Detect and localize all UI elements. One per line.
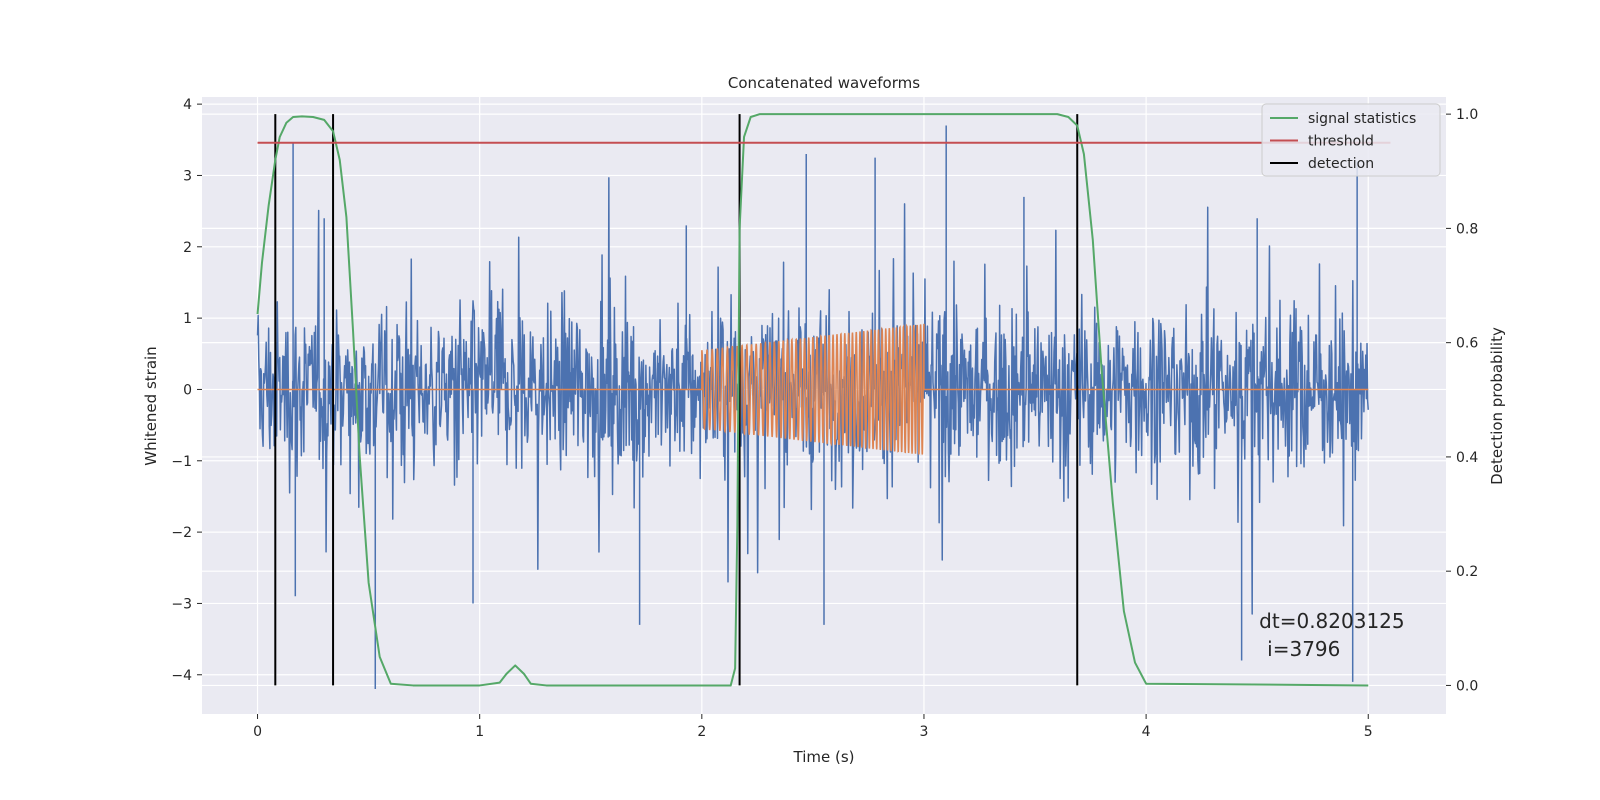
- x-tick-label: 2: [697, 724, 706, 740]
- legend-box: [1261, 103, 1441, 177]
- y-tick-label: 0: [183, 382, 192, 398]
- y-tick-label: −3: [171, 596, 192, 612]
- x-tick-label: 0: [253, 724, 262, 740]
- y2-tick-label: 0.2: [1456, 564, 1478, 580]
- y-tick-label: −2: [171, 525, 192, 541]
- y-axis-label: Whitened strain: [142, 346, 160, 465]
- y2-tick-label: 0.6: [1456, 336, 1478, 352]
- y-tick-label: −4: [171, 668, 192, 684]
- y2-tick-label: 0.0: [1456, 678, 1478, 694]
- y2-tick-label: 0.8: [1456, 221, 1478, 237]
- annotation: dt=0.8203125 i=3796: [1259, 609, 1404, 661]
- plot-content: [256, 113, 1391, 690]
- series-signal-statistics-line: [256, 113, 1369, 687]
- axes: 0 1 2 3 4 5 −4 −3 −2 −1 0 1 2 3 4 0.0 0.2 0.4 0.6 0.8 1.0: [171, 97, 1478, 740]
- y-tick-label: 1: [183, 311, 192, 327]
- x-tick-label: 5: [1364, 724, 1373, 740]
- y-tick-label: 3: [183, 168, 192, 184]
- y2-axis-label: Detection probability: [1488, 327, 1506, 485]
- annotation-line-2: i=3796: [1267, 637, 1340, 661]
- y2-tick-label: 1.0: [1456, 107, 1478, 123]
- x-tick-label: 4: [1142, 724, 1151, 740]
- y-tick-label: 2: [183, 240, 192, 256]
- chart-title: Concatenated waveforms: [728, 74, 920, 92]
- legend-entry-label: detection: [1308, 156, 1374, 172]
- x-tick-label: 1: [475, 724, 484, 740]
- legend: signal statistics threshold detection: [1261, 103, 1441, 177]
- legend-entry-label: threshold: [1308, 134, 1374, 150]
- y-tick-label: −1: [171, 454, 192, 470]
- y2-tick-label: 0.4: [1456, 450, 1478, 466]
- y-tick-label: 4: [183, 97, 192, 113]
- x-axis-label: Time (s): [793, 748, 855, 766]
- legend-entry-label: signal statistics: [1308, 111, 1416, 127]
- annotation-line-1: dt=0.8203125: [1259, 609, 1404, 633]
- x-tick-label: 3: [920, 724, 929, 740]
